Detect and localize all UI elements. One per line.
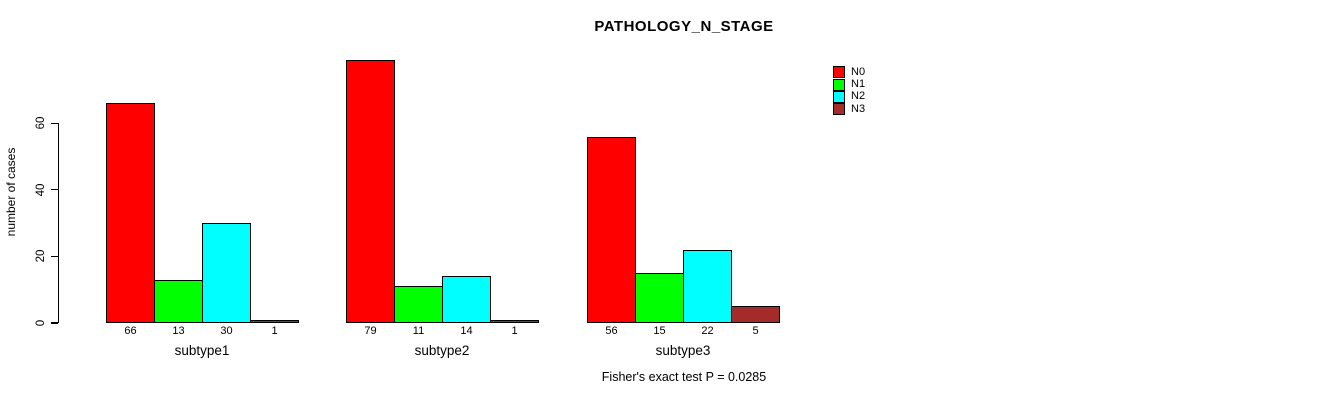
bar-subtype1-N2 [202,223,251,323]
legend-swatch-N3 [833,103,845,116]
bar-value-label: 1 [271,325,278,337]
bar-subtype1-N3 [250,320,299,323]
legend-label: N0 [851,65,866,78]
y-tick [51,322,58,324]
legend-item-N1: N1 [833,78,866,91]
legend-label: N1 [851,78,866,91]
y-tick [51,255,58,258]
bar-value-label: 56 [605,325,618,337]
bar-subtype2-N2 [442,276,491,323]
bar-subtype1-N0 [106,103,155,323]
y-tick [51,122,58,124]
bar-subtype3-N1 [635,273,684,323]
bar-subtype2-N0 [346,60,395,323]
legend-item-N0: N0 [833,65,866,79]
group-label-subtype2: subtype2 [414,343,470,358]
legend-swatch-N1 [833,78,845,91]
fisher-annotation: Fisher's exact test P = 0.0285 [601,370,767,384]
group-label-subtype1: subtype1 [174,343,230,358]
y-axis-line [58,123,60,323]
legend-item-N2: N2 [833,90,866,103]
legend: N0 N1 N2 N3 [833,66,865,116]
bar-value-label: 66 [124,325,137,337]
y-tick-label: 60 [35,116,47,130]
legend-swatch-N0 [833,66,845,79]
bar-value-label: 13 [172,325,185,337]
bar-subtype2-N1 [394,286,443,323]
legend-label: N3 [851,102,866,115]
bar-subtype2-N3 [490,320,539,323]
y-axis-label: number of cases [4,147,18,237]
y-tick-label: 40 [35,183,47,197]
group-label-subtype3: subtype3 [655,343,711,358]
bar-value-label: 22 [701,325,714,337]
bar-subtype3-N2 [683,250,732,323]
bar-value-label: 14 [460,325,473,337]
bar-subtype3-N3 [731,306,780,323]
legend-swatch-N2 [833,90,845,103]
bar-value-label: 1 [511,325,518,337]
y-tick-label: 20 [35,249,47,263]
bar-value-label: 79 [364,325,377,337]
chart-title: PATHOLOGY_N_STAGE [594,18,774,35]
bar-value-label: 30 [220,325,233,337]
bar-value-label: 15 [653,325,666,337]
legend-item-N3: N3 [833,102,866,116]
y-tick [51,189,58,191]
bar-value-label: 11 [412,325,425,337]
bar-subtype3-N0 [587,137,636,323]
legend-label: N2 [851,90,866,103]
y-tick-label: 0 [35,319,47,327]
bar-value-label: 5 [752,325,759,337]
bar-subtype1-N1 [154,280,203,323]
